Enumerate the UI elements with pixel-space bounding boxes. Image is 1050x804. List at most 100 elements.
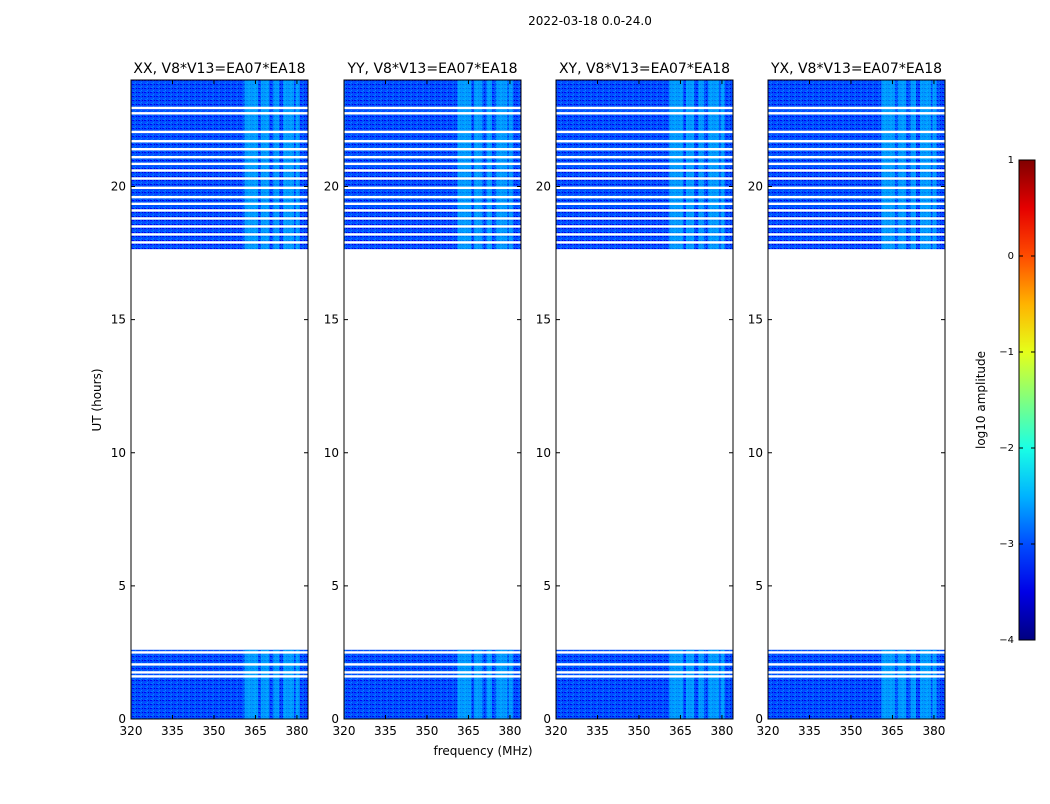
flagged-row: [556, 195, 733, 199]
flagged-row: [768, 249, 945, 252]
flagged-row: [768, 106, 945, 110]
flagged-row: [344, 195, 521, 199]
flagged-row: [556, 675, 733, 678]
flagged-row: [131, 241, 308, 244]
bright-band: [473, 80, 483, 251]
flagged-row: [344, 675, 521, 678]
flagged-row: [768, 162, 945, 166]
data-block: [768, 80, 945, 251]
bright-band: [283, 80, 295, 251]
x-tick-label: 320: [333, 724, 356, 738]
flagged-row: [344, 186, 521, 190]
flagged-row: [344, 112, 521, 115]
y-tick-label: 20: [324, 180, 339, 194]
bright-band: [244, 80, 259, 251]
y-tick-label: 0: [118, 712, 126, 726]
bright-band: [698, 80, 704, 251]
flagged-row: [768, 177, 945, 180]
flagged-row: [768, 202, 945, 206]
panel-xx: XX, V8*V13=EA07*EA18 320 335 350 365 380 0 5 10 1…: [111, 61, 309, 738]
y-tick-label: 10: [536, 446, 551, 460]
flagged-row: [344, 202, 521, 206]
x-tick-label: 350: [416, 724, 439, 738]
bright-band: [508, 80, 513, 251]
flagged-row: [131, 177, 308, 180]
flagged-row: [344, 651, 521, 654]
flagged-row: [344, 169, 521, 172]
panel-title: YX, V8*V13=EA07*EA18: [770, 61, 942, 77]
bright-band: [295, 80, 300, 251]
flagged-row: [768, 169, 945, 172]
flagged-row: [344, 177, 521, 180]
colorbar: 1 0 −1 −2 −3 −4 log10 amplitude: [974, 155, 1036, 646]
flagged-row: [131, 209, 308, 212]
y-tick-label: 20: [748, 180, 763, 194]
flagged-row: [344, 671, 521, 674]
x-tick-label: 350: [840, 724, 863, 738]
bright-band: [260, 80, 270, 251]
y-tick-label: 10: [748, 446, 763, 460]
colorbar-label: log10 amplitude: [974, 351, 988, 449]
flagged-row: [131, 140, 308, 143]
flagged-row: [344, 106, 521, 110]
flagged-row: [344, 148, 521, 151]
flagged-row: [344, 140, 521, 143]
panel-title: XX, V8*V13=EA07*EA18: [133, 61, 305, 77]
flagged-row: [131, 671, 308, 674]
bright-band: [932, 649, 937, 719]
panel-yy: YY, V8*V13=EA07*EA18 320 335 350 365 380 0 5 10 1…: [324, 61, 522, 738]
bright-band: [486, 649, 492, 719]
y-tick-label: 0: [331, 712, 339, 726]
flagged-row: [768, 140, 945, 143]
x-tick-label: 365: [881, 724, 904, 738]
y-tick-label: 15: [748, 313, 763, 327]
flagged-row: [344, 209, 521, 212]
flagged-row: [344, 130, 521, 134]
y-axis-label: UT (hours): [90, 368, 104, 431]
x-tick-label: 335: [161, 724, 184, 738]
colorbar-tick-label: 0: [1008, 251, 1014, 262]
colorbar-fill: [1018, 159, 1036, 641]
y-tick-label: 5: [331, 579, 339, 593]
flagged-row: [344, 249, 521, 252]
bright-band: [496, 80, 508, 251]
bright-band: [897, 649, 907, 719]
flagged-row: [768, 675, 945, 678]
flagged-row: [768, 209, 945, 212]
figure-title: 2022-03-18 0.0-24.0: [528, 14, 652, 28]
y-tick-label: 15: [536, 313, 551, 327]
flagged-row: [556, 177, 733, 180]
flagged-row: [131, 156, 308, 159]
x-tick-label: 350: [628, 724, 651, 738]
bright-band: [244, 649, 259, 719]
colorbar-tick-label: −4: [999, 635, 1014, 646]
flagged-row: [768, 130, 945, 134]
flagged-row: [768, 148, 945, 151]
flagged-row: [131, 249, 308, 252]
axes-frame: [343, 79, 522, 720]
panel-title: YY, V8*V13=EA07*EA18: [346, 61, 517, 77]
flagged-row: [131, 169, 308, 172]
x-tick-label: 335: [374, 724, 397, 738]
colorbar-tick-label: −3: [999, 539, 1014, 550]
flagged-row: [131, 651, 308, 654]
flagged-row: [556, 106, 733, 110]
y-tick-label: 10: [111, 446, 126, 460]
flagged-row: [556, 148, 733, 151]
bright-band: [669, 80, 684, 251]
bright-band: [496, 649, 508, 719]
flagged-row: [556, 663, 733, 666]
y-tick-label: 0: [543, 712, 551, 726]
flagged-row: [556, 651, 733, 654]
flagged-row: [131, 217, 308, 220]
colorbar-tick-label: 1: [1008, 155, 1014, 166]
x-tick-label: 335: [586, 724, 609, 738]
flagged-row: [556, 162, 733, 166]
flagged-row: [344, 663, 521, 666]
flagged-row: [556, 209, 733, 212]
bright-band: [720, 649, 725, 719]
flagged-row: [768, 195, 945, 199]
flagged-row: [344, 241, 521, 244]
flagged-row: [768, 225, 945, 228]
data-block: [131, 80, 308, 251]
